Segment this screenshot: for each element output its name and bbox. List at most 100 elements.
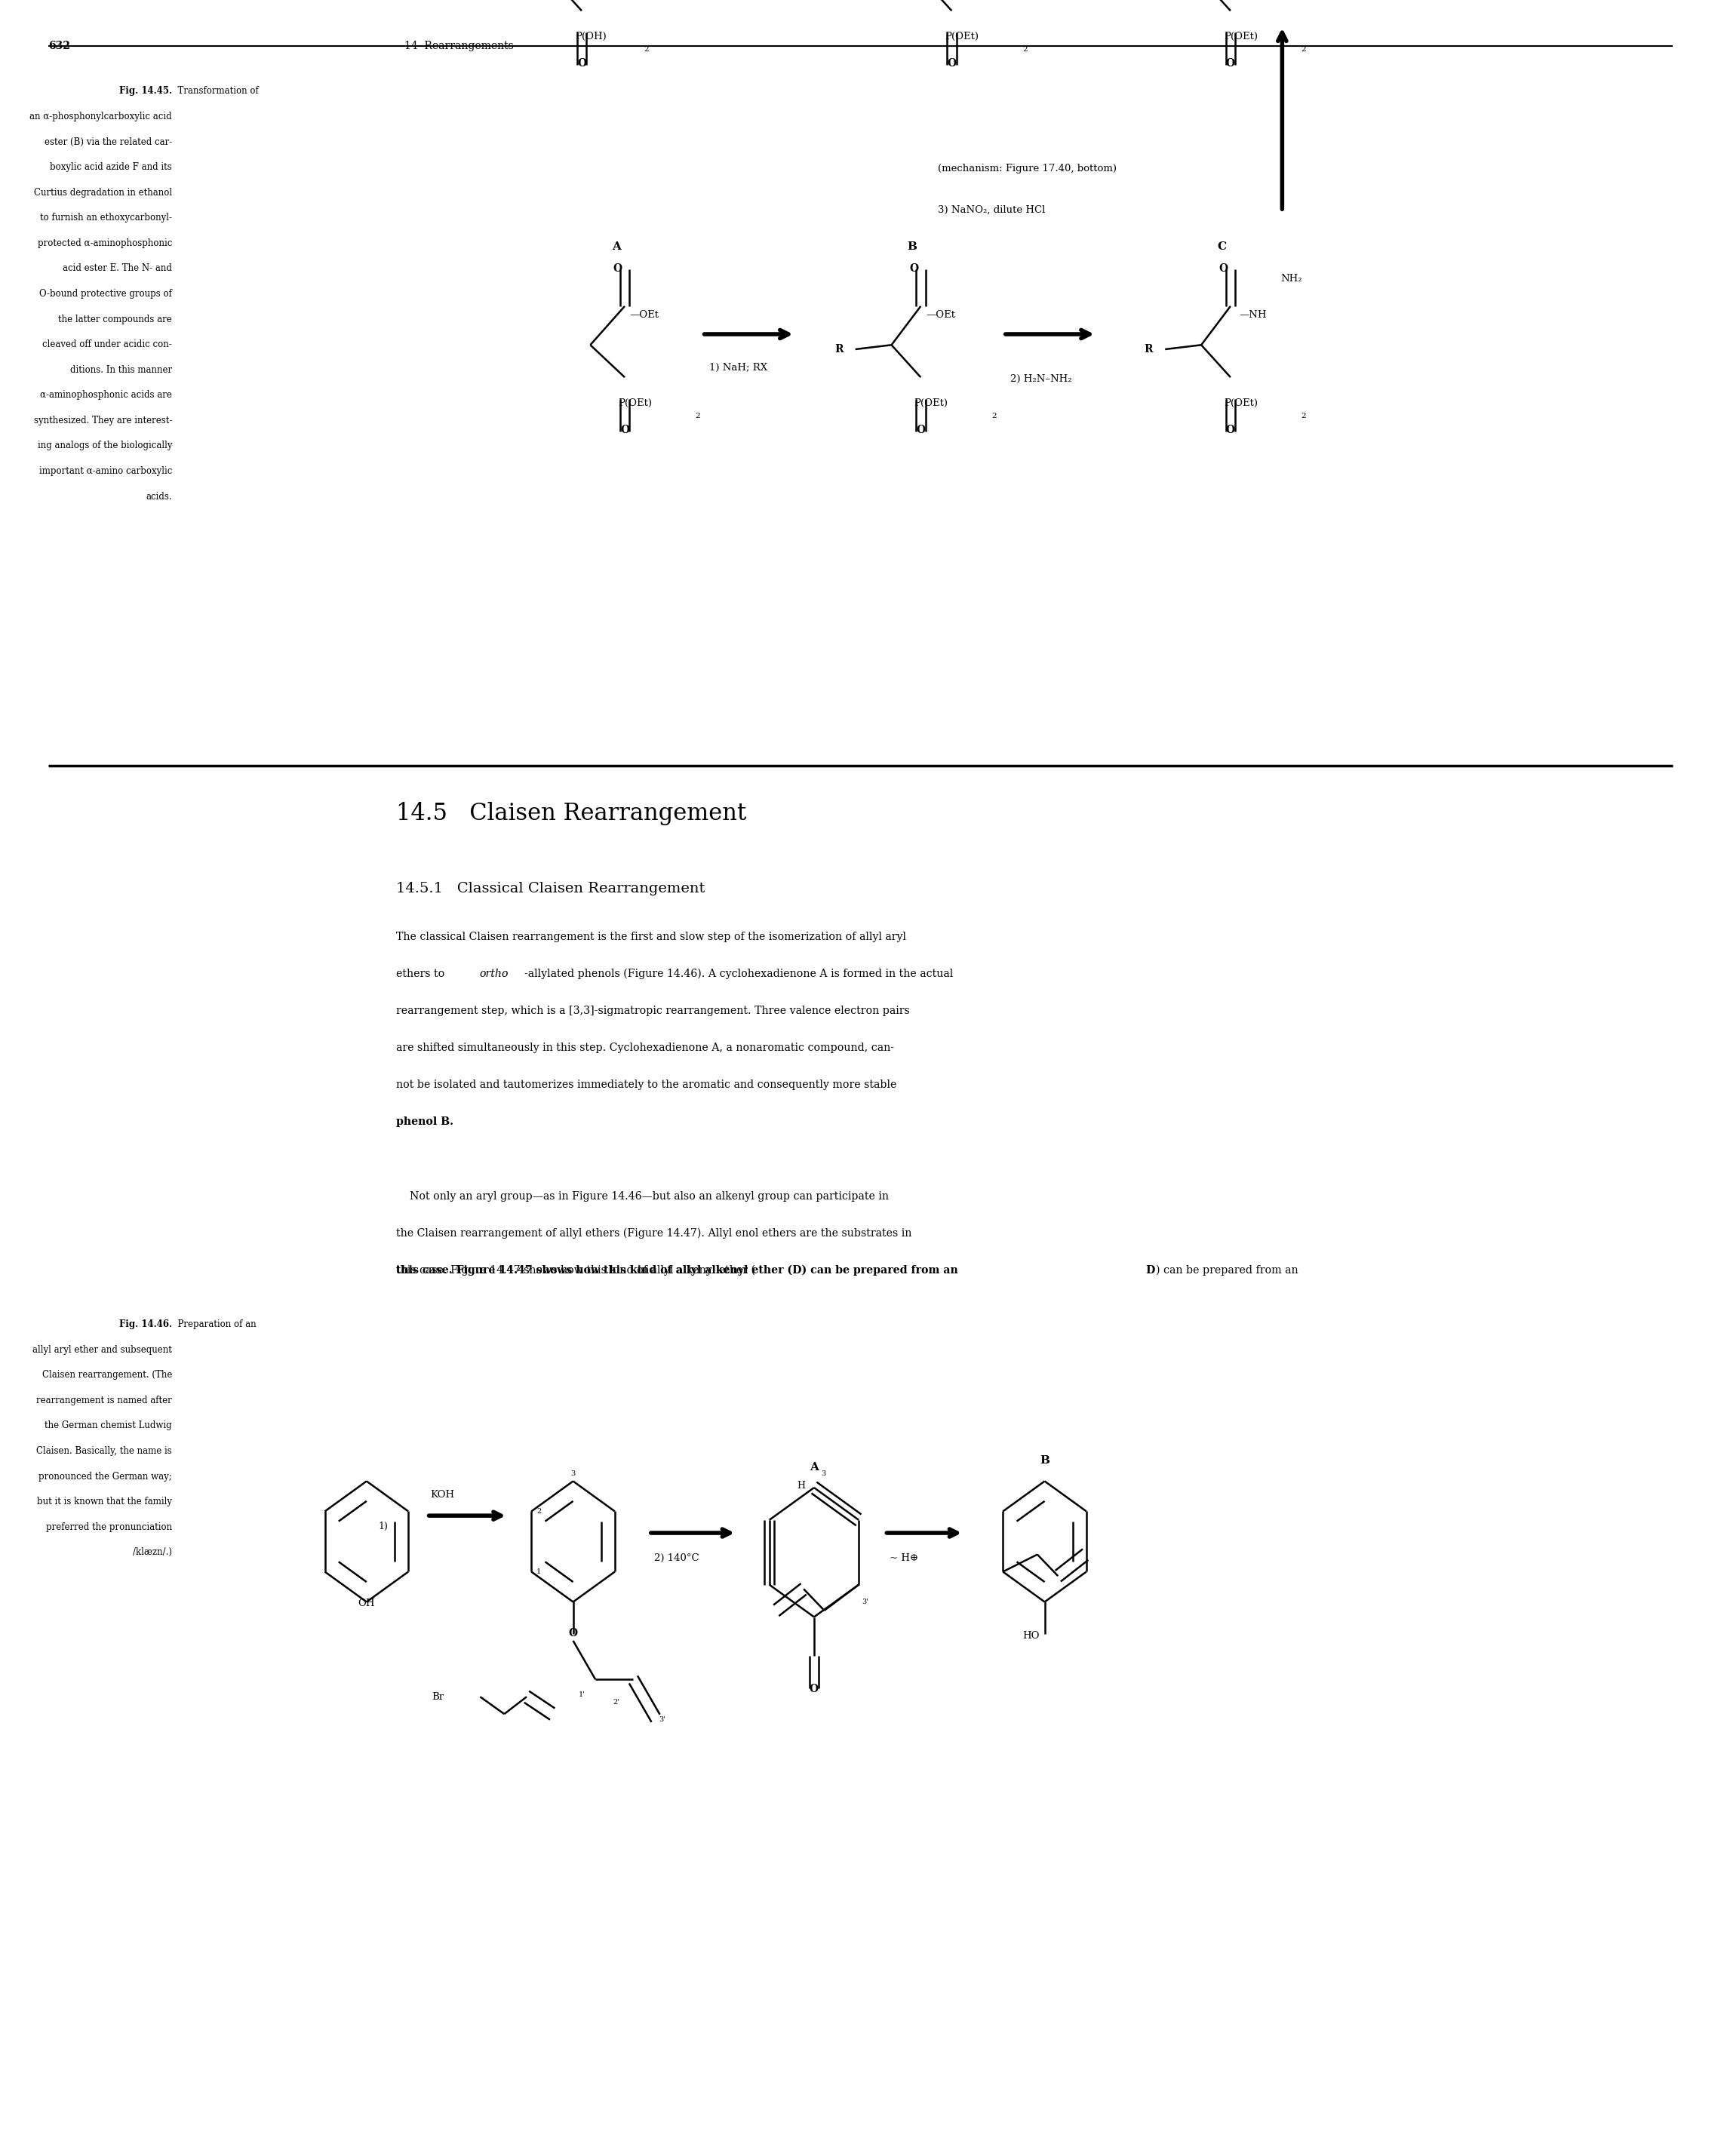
Text: O: O — [568, 1628, 578, 1639]
Text: O: O — [577, 58, 587, 69]
Text: allyl aryl ether and subsequent: allyl aryl ether and subsequent — [33, 1345, 172, 1354]
Text: 2: 2 — [537, 1507, 540, 1516]
Text: Fig. 14.45.: Fig. 14.45. — [119, 86, 172, 97]
Text: 1: 1 — [537, 1567, 540, 1576]
Text: this case. Figure 14.47 shows how this kind of allyl alkenyl ether (D) can be pr: this case. Figure 14.47 shows how this k… — [396, 1266, 959, 1276]
Text: ditions. In this manner: ditions. In this manner — [71, 364, 172, 375]
Text: preferred the pronunciation: preferred the pronunciation — [46, 1522, 172, 1533]
Text: NH₂: NH₂ — [1280, 274, 1303, 285]
Text: H: H — [797, 1481, 805, 1492]
Text: P(OEt): P(OEt) — [1224, 32, 1258, 41]
Text: Br: Br — [432, 1692, 444, 1701]
Text: P(OEt): P(OEt) — [1224, 399, 1258, 407]
Text: rearrangement is named after: rearrangement is named after — [36, 1395, 172, 1406]
Text: O-bound protective groups of: O-bound protective groups of — [40, 289, 172, 300]
Text: O: O — [916, 425, 926, 436]
Text: 2: 2 — [1022, 45, 1027, 54]
Text: (mechanism: Figure 17.40, bottom): (mechanism: Figure 17.40, bottom) — [938, 164, 1117, 175]
Text: ing analogs of the biologically: ing analogs of the biologically — [38, 442, 172, 451]
Text: —OEt: —OEt — [630, 310, 659, 319]
Text: 2) 140°C: 2) 140°C — [654, 1552, 699, 1563]
Text: pronounced the German way;: pronounced the German way; — [40, 1473, 172, 1481]
Text: boxylic acid azide F and its: boxylic acid azide F and its — [50, 162, 172, 172]
Text: important α-amino carboxylic: important α-amino carboxylic — [40, 466, 172, 476]
Text: O: O — [809, 1684, 819, 1695]
Text: 2: 2 — [695, 412, 700, 420]
Text: P(OEt): P(OEt) — [618, 399, 652, 407]
Text: 2: 2 — [1301, 45, 1306, 54]
Text: 3: 3 — [571, 1470, 575, 1477]
Text: 3': 3' — [862, 1598, 869, 1606]
Text: —OEt: —OEt — [926, 310, 955, 319]
Text: -allylated phenols (Figure 14.46). A cyclohexadienone A is formed in the actual: -allylated phenols (Figure 14.46). A cyc… — [523, 968, 953, 979]
Text: 2: 2 — [644, 45, 649, 54]
Text: O: O — [1218, 263, 1229, 274]
Text: O: O — [613, 263, 623, 274]
Text: are shifted simultaneously in this step. Cyclohexadienone A, a nonaromatic compo: are shifted simultaneously in this step.… — [396, 1044, 893, 1052]
Text: 14.5.1   Classical Claisen Rearrangement: 14.5.1 Classical Claisen Rearrangement — [396, 882, 704, 895]
Text: D: D — [1146, 1266, 1155, 1276]
Text: Preparation of an: Preparation of an — [172, 1319, 256, 1330]
Text: HO: HO — [1022, 1630, 1039, 1641]
Text: this case. Figure 14.47 shows how this kind of allyl alkenyl ether (: this case. Figure 14.47 shows how this k… — [396, 1266, 756, 1276]
Text: 2: 2 — [991, 412, 996, 420]
Text: P(OEt): P(OEt) — [914, 399, 948, 407]
Text: an α-phosphonylcarboxylic acid: an α-phosphonylcarboxylic acid — [29, 112, 172, 121]
Text: /klæzn/.): /klæzn/.) — [133, 1548, 172, 1557]
Text: O: O — [620, 425, 630, 436]
Text: Claisen rearrangement. (The: Claisen rearrangement. (The — [41, 1371, 172, 1380]
Text: 3': 3' — [659, 1716, 666, 1723]
Text: O: O — [1225, 425, 1236, 436]
Text: 2: 2 — [1301, 412, 1306, 420]
Text: B: B — [1039, 1455, 1050, 1466]
Text: Not only an aryl group—as in Figure 14.46—but also an alkenyl group can particip: Not only an aryl group—as in Figure 14.4… — [396, 1190, 888, 1201]
Text: P(OH): P(OH) — [575, 32, 606, 41]
Text: The classical Claisen rearrangement is the first and slow step of the isomerizat: The classical Claisen rearrangement is t… — [396, 931, 905, 942]
Text: C: C — [1217, 241, 1227, 252]
Text: KOH: KOH — [430, 1490, 454, 1501]
Text: ) can be prepared from an: ) can be prepared from an — [1157, 1266, 1298, 1276]
Text: P(OEt): P(OEt) — [945, 32, 979, 41]
Text: —NH: —NH — [1239, 310, 1267, 319]
Text: the German chemist Ludwig: the German chemist Ludwig — [45, 1421, 172, 1432]
Text: 14  Rearrangements: 14 Rearrangements — [404, 41, 513, 52]
Text: α-aminophosphonic acids are: α-aminophosphonic acids are — [40, 390, 172, 401]
Text: 3: 3 — [821, 1470, 826, 1477]
Text: B: B — [907, 241, 917, 252]
Text: ~ H⊕: ~ H⊕ — [890, 1552, 919, 1563]
Text: the latter compounds are: the latter compounds are — [59, 315, 172, 323]
Text: synthesized. They are interest-: synthesized. They are interest- — [34, 416, 172, 425]
Text: 632: 632 — [48, 41, 71, 52]
Text: 1': 1' — [578, 1690, 585, 1699]
Text: but it is known that the family: but it is known that the family — [38, 1496, 172, 1507]
Text: O: O — [909, 263, 919, 274]
Text: 14.5   Claisen Rearrangement: 14.5 Claisen Rearrangement — [396, 802, 747, 826]
Text: 2': 2' — [613, 1699, 620, 1705]
Text: acid ester E. The N- and: acid ester E. The N- and — [62, 263, 172, 274]
Text: 1): 1) — [379, 1522, 389, 1531]
Text: acids.: acids. — [146, 492, 172, 502]
Text: protected α-aminophosphonic: protected α-aminophosphonic — [38, 239, 172, 248]
Text: ester (B) via the related car-: ester (B) via the related car- — [45, 138, 172, 147]
Text: 2) H₂N–NH₂: 2) H₂N–NH₂ — [1010, 373, 1072, 384]
Text: Curtius degradation in ethanol: Curtius degradation in ethanol — [34, 188, 172, 198]
Text: A: A — [809, 1462, 819, 1473]
Text: to furnish an ethoxycarbonyl-: to furnish an ethoxycarbonyl- — [40, 213, 172, 222]
Text: cleaved off under acidic con-: cleaved off under acidic con- — [43, 338, 172, 349]
Text: Transformation of: Transformation of — [172, 86, 258, 97]
Text: O: O — [1225, 58, 1236, 69]
Text: R: R — [835, 345, 843, 354]
Text: phenol B.: phenol B. — [396, 1117, 453, 1128]
Text: OH: OH — [358, 1598, 375, 1608]
Text: 3) NaNO₂, dilute HCl: 3) NaNO₂, dilute HCl — [938, 205, 1045, 216]
Text: rearrangement step, which is a [3,3]-sigmatropic rearrangement. Three valence el: rearrangement step, which is a [3,3]-sig… — [396, 1005, 909, 1015]
Text: not be isolated and tautomerizes immediately to the aromatic and consequently mo: not be isolated and tautomerizes immedia… — [396, 1080, 897, 1091]
Text: Claisen. Basically, the name is: Claisen. Basically, the name is — [36, 1447, 172, 1455]
Text: ortho: ortho — [478, 968, 508, 979]
Text: ethers to: ethers to — [396, 968, 447, 979]
Text: 1) NaH; RX: 1) NaH; RX — [709, 362, 768, 373]
Text: A: A — [611, 241, 621, 252]
Text: R: R — [1144, 345, 1153, 354]
Text: the Claisen rearrangement of allyl ethers (Figure 14.47). Allyl enol ethers are : the Claisen rearrangement of allyl ether… — [396, 1229, 912, 1240]
Text: O: O — [947, 58, 957, 69]
